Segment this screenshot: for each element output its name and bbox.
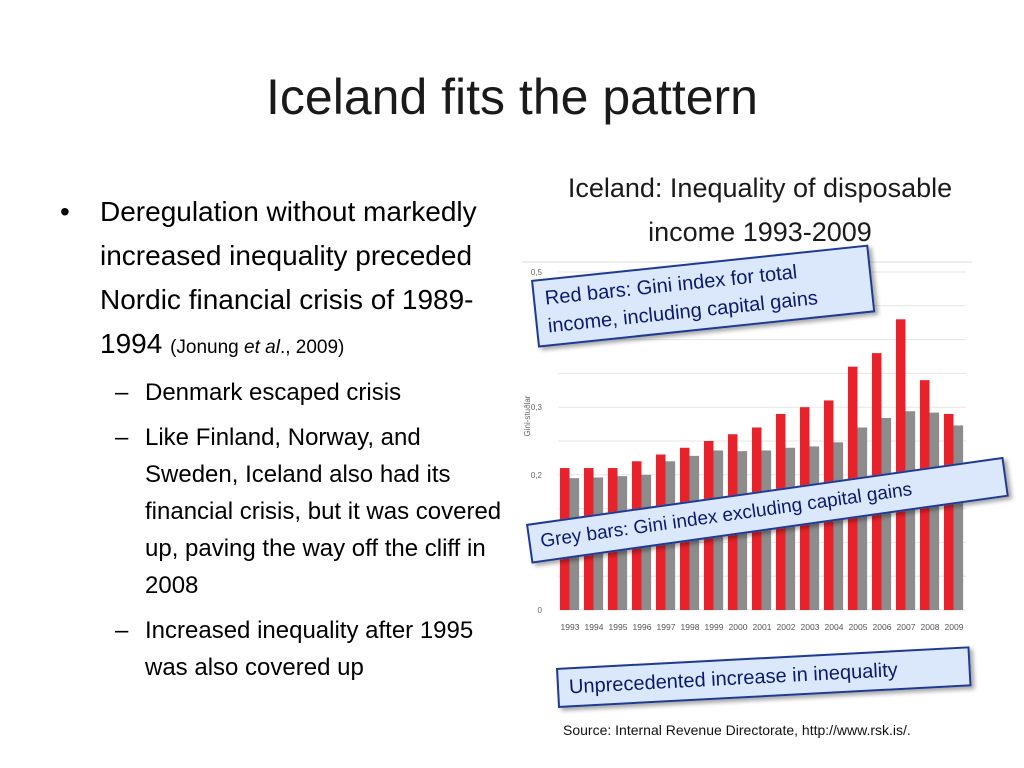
grey-bar — [785, 447, 796, 610]
sub-bullet-1: – Denmark escaped crisis — [60, 374, 520, 411]
x-tick-label: 2004 — [825, 622, 844, 632]
sub-bullet-3: – Increased inequality after 1995 was als… — [60, 612, 520, 686]
sub-bullet-2: – Like Finland, Norway, and Sweden, Icela… — [60, 419, 520, 604]
x-tick-label: 2000 — [729, 622, 748, 632]
dash: – — [115, 424, 129, 451]
red-bar — [943, 413, 954, 610]
dash: – — [115, 379, 129, 406]
x-tick-label: 1998 — [681, 622, 700, 632]
x-tick-label: 2005 — [849, 622, 868, 632]
x-tick-label: 1994 — [585, 622, 604, 632]
grey-bar — [953, 425, 964, 610]
sub-bullet-text: Increased inequality after 1995 was also… — [145, 617, 474, 681]
x-tick-label: 2008 — [921, 622, 940, 632]
grey-bar — [905, 411, 916, 610]
grey-bar — [929, 412, 940, 610]
y-tick-label: 0,3 — [531, 403, 543, 412]
red-bar — [895, 319, 906, 610]
x-tick-label: 1993 — [561, 622, 580, 632]
sub-bullet-text: Like Finland, Norway, and Sweden, Icelan… — [145, 424, 502, 599]
x-tick-label: 1999 — [705, 622, 724, 632]
citation-italic: et al — [244, 337, 280, 358]
callout-unprecedented: Unprecedented increase in inequality — [556, 646, 972, 708]
x-tick-label: 2002 — [777, 622, 796, 632]
y-tick-label: 0 — [538, 606, 543, 615]
y-tick-label: 0,2 — [531, 471, 543, 480]
grey-bar — [809, 446, 820, 610]
x-tick-label: 1995 — [609, 622, 628, 632]
bullet-main-text: Deregulation without markedly increased … — [100, 196, 477, 359]
y-axis-label: Gini-stuðlar — [523, 395, 532, 436]
x-tick-label: 2009 — [945, 622, 964, 632]
x-tick-label: 2006 — [873, 622, 892, 632]
x-tick-label: 1996 — [633, 622, 652, 632]
citation-post: ., 2009) — [279, 337, 345, 358]
citation: (Jonung et al., 2009) — [170, 337, 344, 358]
sub-bullet-text: Denmark escaped crisis — [145, 379, 402, 406]
dash: – — [115, 617, 129, 644]
slide-title: Iceland fits the pattern — [266, 69, 758, 125]
bullet-list: • Deregulation without markedly increase… — [60, 190, 520, 694]
x-tick-label: 2003 — [801, 622, 820, 632]
y-tick-label: 0,5 — [531, 268, 543, 277]
citation-pre: (Jonung — [170, 337, 245, 358]
source-note: Source: Internal Revenue Directorate, ht… — [563, 722, 911, 738]
bullet-dot: • — [60, 196, 70, 227]
sub-bullet-list: – Denmark escaped crisis – Like Finland, N… — [60, 374, 520, 686]
grey-bar — [857, 427, 868, 610]
grey-bar — [833, 442, 844, 610]
chart-title: Iceland: Inequality of disposable income… — [567, 173, 953, 247]
x-tick-label: 2007 — [897, 622, 916, 632]
grey-bar — [881, 418, 892, 610]
x-tick-label: 2001 — [753, 622, 772, 632]
x-tick-label: 1997 — [657, 622, 676, 632]
bullet-main: • Deregulation without markedly increase… — [60, 190, 520, 370]
